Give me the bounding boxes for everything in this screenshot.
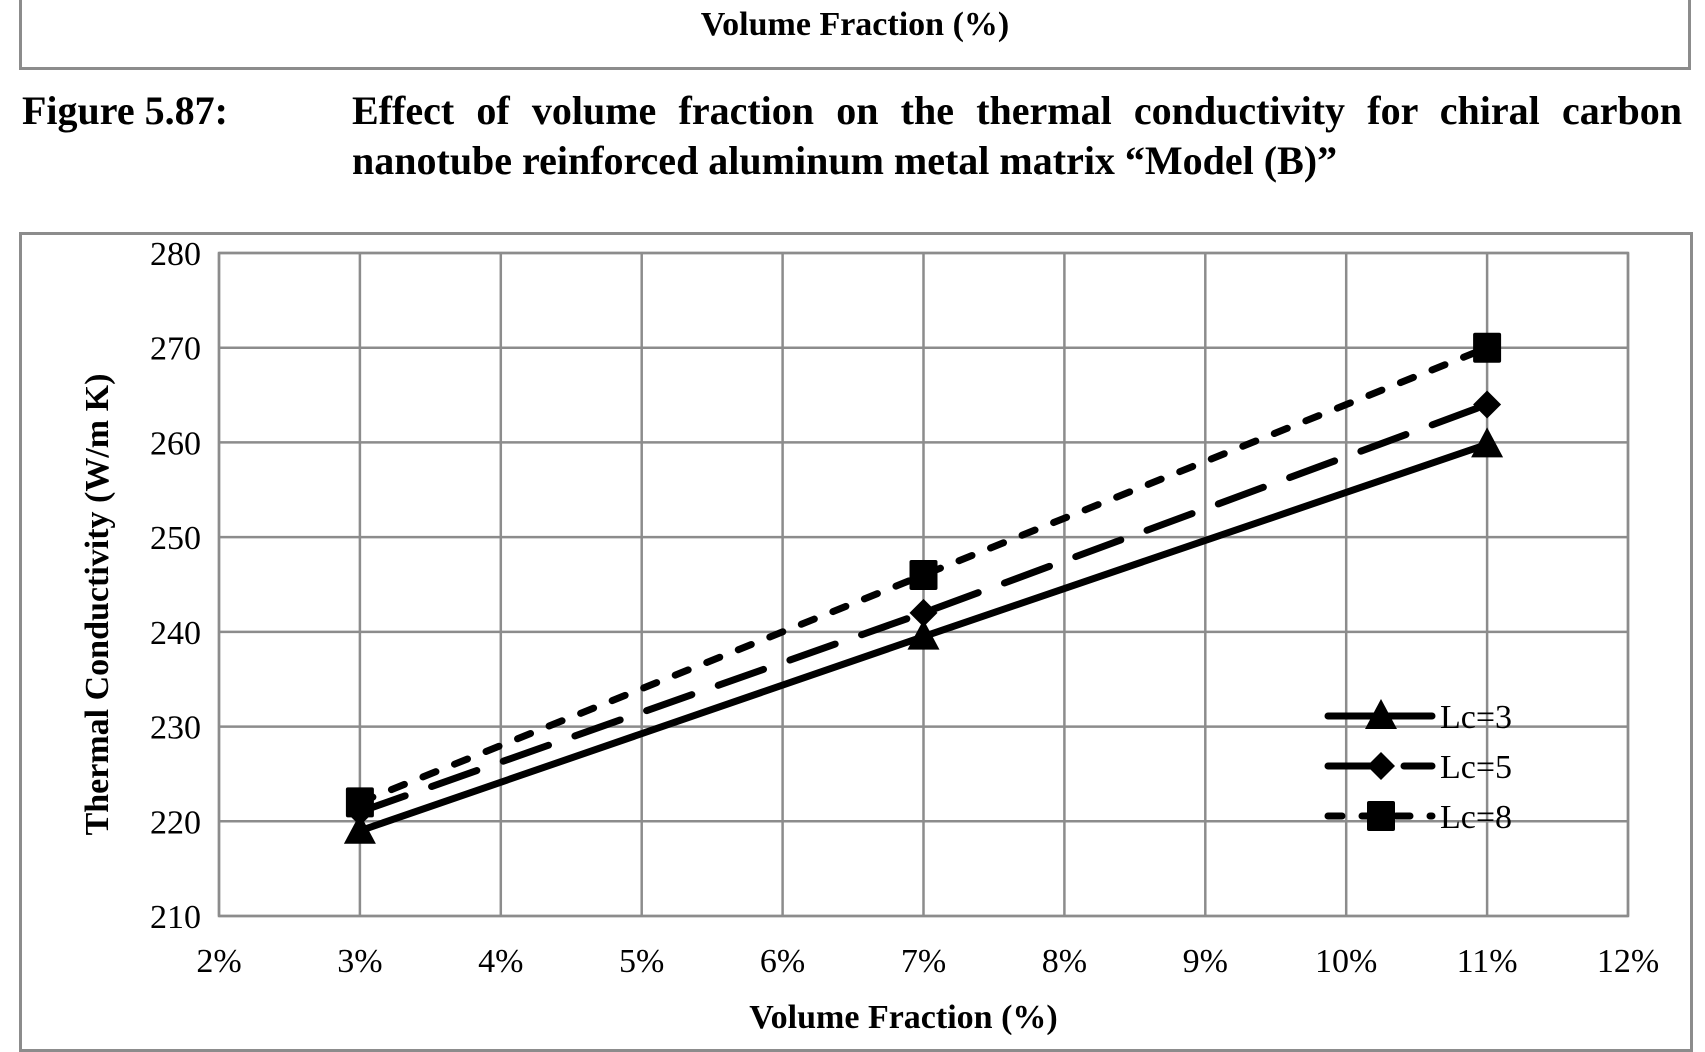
x-tick-label: 6%: [760, 943, 805, 980]
y-tick-label: 270: [150, 331, 201, 368]
x-tick-label: 2%: [196, 943, 241, 980]
series-lines: [343, 332, 1504, 844]
figure-number: Figure 5.87:: [22, 88, 228, 133]
x-tick-label: 8%: [1042, 943, 1087, 980]
legend-square-icon: [1367, 801, 1395, 831]
series-line-Lc8: [356, 344, 1491, 806]
series-line-Lc5: [356, 401, 1491, 816]
figure-caption-text: Effect of volume fraction on the thermal…: [352, 88, 1682, 183]
y-tick-label: 260: [150, 425, 201, 462]
data-point-Lc3-triangle: [1471, 427, 1504, 458]
y-axis-title: Thermal Conductivity (W/m K): [79, 374, 116, 836]
x-tick-label: 11%: [1457, 943, 1518, 980]
x-tick-label: 10%: [1315, 943, 1377, 980]
x-tick-label: 4%: [478, 943, 523, 980]
data-point-Lc8-square: [1473, 332, 1502, 363]
y-tick-label: 220: [150, 804, 201, 841]
x-tick-label: 3%: [337, 943, 382, 980]
legend-diamond-icon: [1367, 752, 1395, 780]
previous-figure-x-axis-title: Volume Fraction (%): [700, 6, 1010, 43]
plot-area-border: [217, 251, 1630, 918]
legend-label: Lc=3: [1440, 699, 1512, 736]
y-tick-label: 280: [150, 236, 201, 273]
data-point-Lc3-triangle: [907, 619, 940, 650]
grid: [217, 251, 1630, 918]
data-point-Lc3-triangle: [343, 813, 376, 844]
y-tick-label: 240: [150, 615, 201, 652]
data-point-Lc5-diamond: [1473, 390, 1502, 419]
legend: Lc=3 Lc=5 Lc=8: [1324, 699, 1512, 836]
y-tick-label: 230: [150, 710, 201, 747]
x-tick-label: 7%: [901, 943, 946, 980]
data-point-Lc8-square: [345, 787, 374, 818]
legend-label: Lc=5: [1440, 749, 1512, 786]
data-point-Lc5-diamond: [909, 598, 938, 627]
x-tick-label: 5%: [619, 943, 664, 980]
axis-tick-labels: 210 220 230 240 250 260 270 280 2% 3% 4% 5% 6% 7% 8% 9%…: [150, 236, 1659, 980]
x-axis-title: Volume Fraction (%): [749, 999, 1057, 1035]
legend-triangle-icon: [1365, 699, 1397, 729]
previous-figure-frame: Volume Fraction (%): [19, 0, 1691, 70]
x-tick-label: 9%: [1183, 943, 1228, 980]
data-point-Lc8-square: [909, 560, 938, 591]
y-tick-label: 250: [150, 520, 201, 557]
legend-label: Lc=8: [1440, 799, 1512, 836]
y-tick-label: 210: [150, 899, 201, 936]
x-tick-label: 12%: [1597, 943, 1659, 980]
